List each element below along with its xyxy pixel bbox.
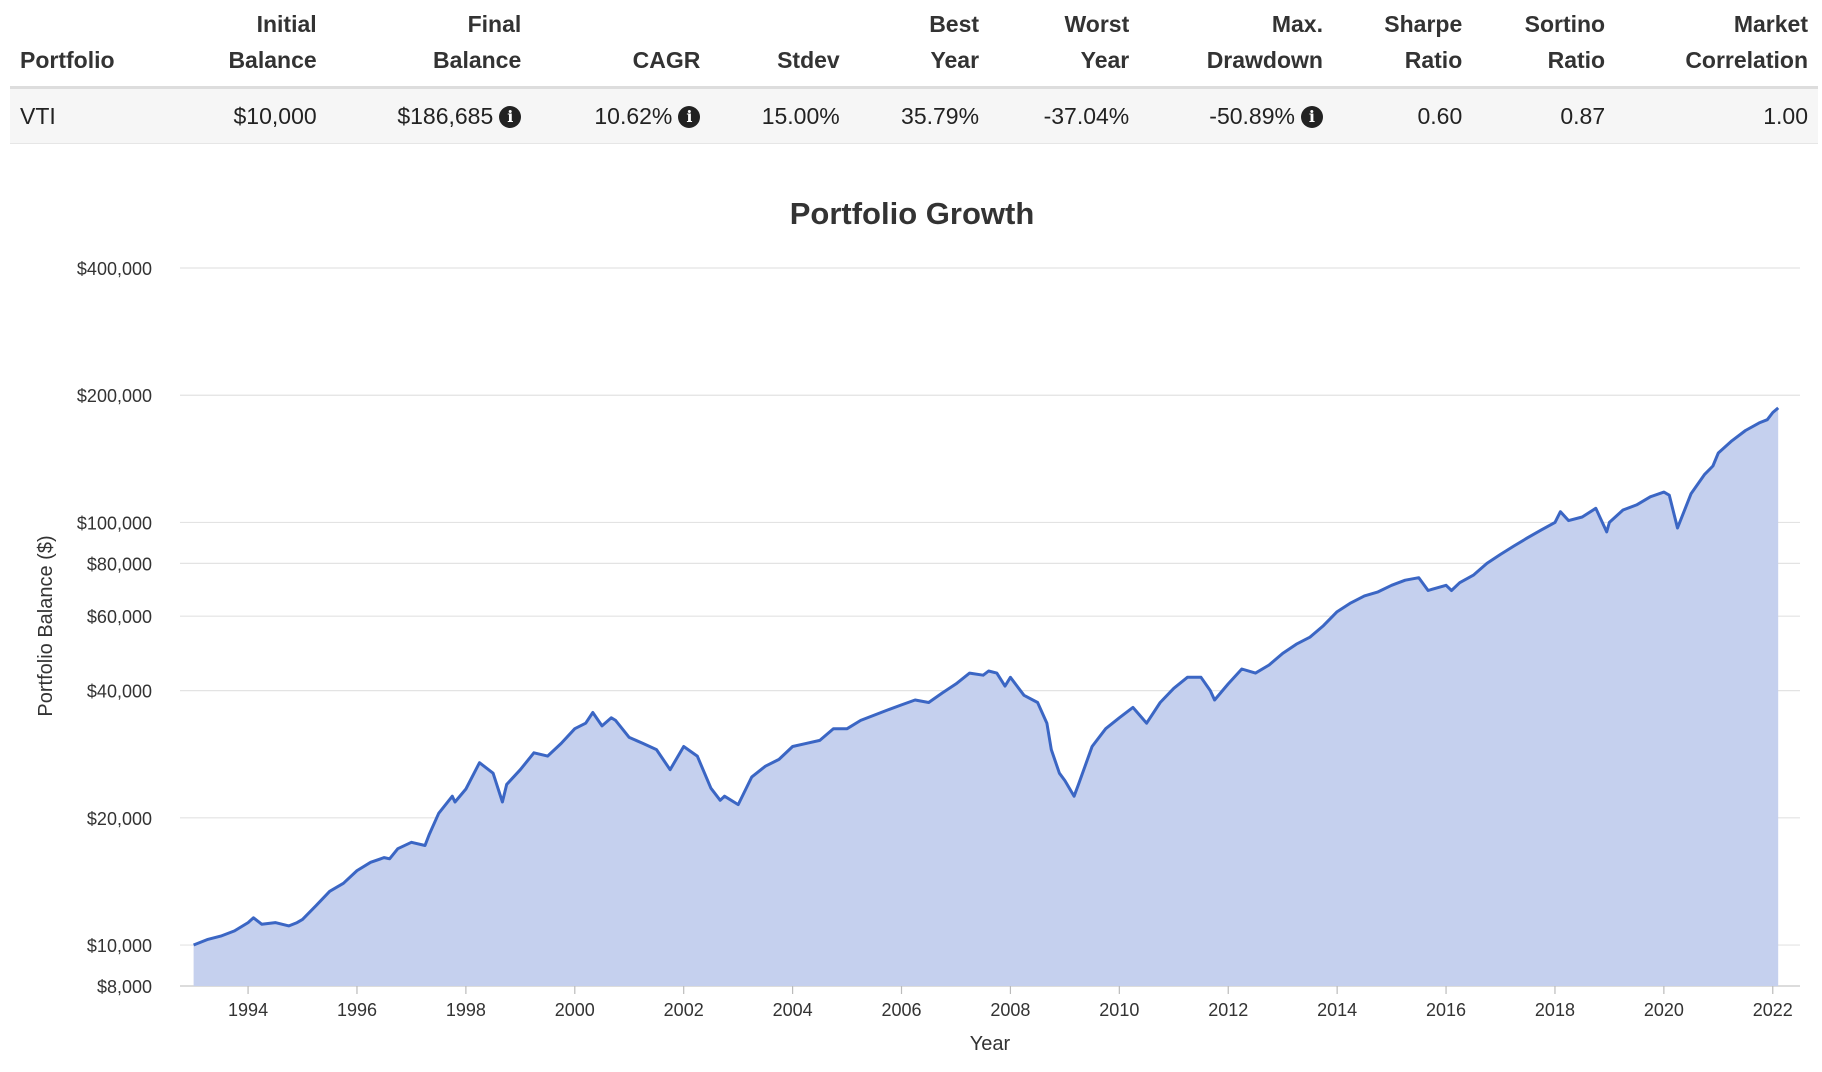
y-tick-label: $400,000 (77, 259, 152, 279)
cell-sharpe-ratio: 0.60 (1332, 87, 1473, 144)
plot-area (193, 406, 1780, 986)
col-header-sortino-ratio[interactable]: Sortino Ratio (1472, 0, 1616, 89)
x-tick-label: 2020 (1644, 1000, 1684, 1020)
x-tick-label: 2008 (990, 1000, 1030, 1020)
cell-sortino-ratio: 0.87 (1472, 87, 1616, 144)
y-tick-label: $10,000 (87, 936, 152, 956)
x-tick-label: 2016 (1426, 1000, 1466, 1020)
cell-worst-year: -37.04% (989, 87, 1140, 144)
summary-table: Portfolio Initial Balance Final Balance CA… (10, 0, 1818, 144)
series-line[interactable] (193, 406, 1780, 947)
y-tick-label: $100,000 (77, 513, 152, 533)
x-tick-label: 2018 (1535, 1000, 1575, 1020)
cell-final-balance: $186,685 i (326, 87, 532, 144)
x-tick-label: 2006 (881, 1000, 921, 1020)
y-axis-ticks: $8,000 $10,000 $20,000 $40,000 $60,000 $80,00… (77, 259, 152, 997)
x-axis-label: Year (970, 1033, 1011, 1055)
col-header-max-drawdown[interactable]: Max. Drawdown (1139, 0, 1333, 89)
x-tick-label: 2022 (1753, 1000, 1793, 1020)
col-header-worst-year[interactable]: Worst Year (989, 0, 1140, 89)
y-tick-label: $8,000 (97, 977, 152, 997)
col-header-portfolio[interactable]: Portfolio (10, 0, 173, 89)
col-header-initial-balance[interactable]: Initial Balance (172, 0, 327, 89)
x-tick-label: 2012 (1208, 1000, 1248, 1020)
x-tick-label: 2014 (1317, 1000, 1357, 1020)
info-icon[interactable]: i (499, 105, 522, 128)
cell-initial-balance: $10,000 (172, 87, 327, 144)
col-header-sharpe-ratio[interactable]: Sharpe Ratio (1332, 0, 1473, 89)
cagr-value: 10.62% (594, 102, 673, 129)
x-tick-label: 2004 (773, 1000, 813, 1020)
x-tick-label: 2010 (1099, 1000, 1139, 1020)
chart-title: Portfolio Growth (790, 196, 1035, 231)
x-tick-label: 1994 (228, 1000, 268, 1020)
cell-stdev: 15.00% (710, 87, 850, 144)
x-tick-label: 1996 (337, 1000, 377, 1020)
x-tick-label: 2002 (664, 1000, 704, 1020)
info-icon[interactable]: i (678, 105, 701, 128)
col-header-best-year[interactable]: Best Year (849, 0, 990, 89)
info-icon[interactable]: i (1300, 105, 1323, 128)
x-axis-ticks: 1994 1996 1998 2000 2002 2004 2006 2008 2010 2012… (228, 986, 1793, 1020)
final-balance-value: $186,685 (397, 102, 494, 129)
y-axis-label: Portfolio Balance ($) (35, 535, 57, 716)
max-drawdown-value: -50.89% (1209, 102, 1295, 129)
series-area-fill (193, 407, 1779, 986)
cell-portfolio: VTI (10, 87, 173, 144)
y-tick-label: $40,000 (87, 682, 152, 702)
y-tick-label: $80,000 (87, 554, 152, 574)
cell-cagr: 10.62% i (531, 87, 711, 144)
x-tick-label: 1998 (446, 1000, 486, 1020)
cell-market-correlation: 1.00 (1615, 87, 1818, 144)
col-header-final-balance[interactable]: Final Balance (326, 0, 532, 89)
table-row: VTI $10,000 $186,685 i 10.62% i 15.00% 35.… (10, 87, 1818, 144)
y-tick-label: $200,000 (77, 386, 152, 406)
summary-header-row: Portfolio Initial Balance Final Balance CA… (10, 0, 1818, 89)
x-tick-label: 2000 (555, 1000, 595, 1020)
col-header-stdev[interactable]: Stdev (710, 0, 850, 89)
col-header-cagr[interactable]: CAGR (531, 0, 711, 89)
y-tick-label: $20,000 (87, 809, 152, 829)
cell-max-drawdown: -50.89% i (1139, 87, 1333, 144)
cell-best-year: 35.79% (849, 87, 990, 144)
y-tick-label: $60,000 (87, 607, 152, 627)
col-header-market-correlation[interactable]: Market Correlation (1615, 0, 1818, 89)
